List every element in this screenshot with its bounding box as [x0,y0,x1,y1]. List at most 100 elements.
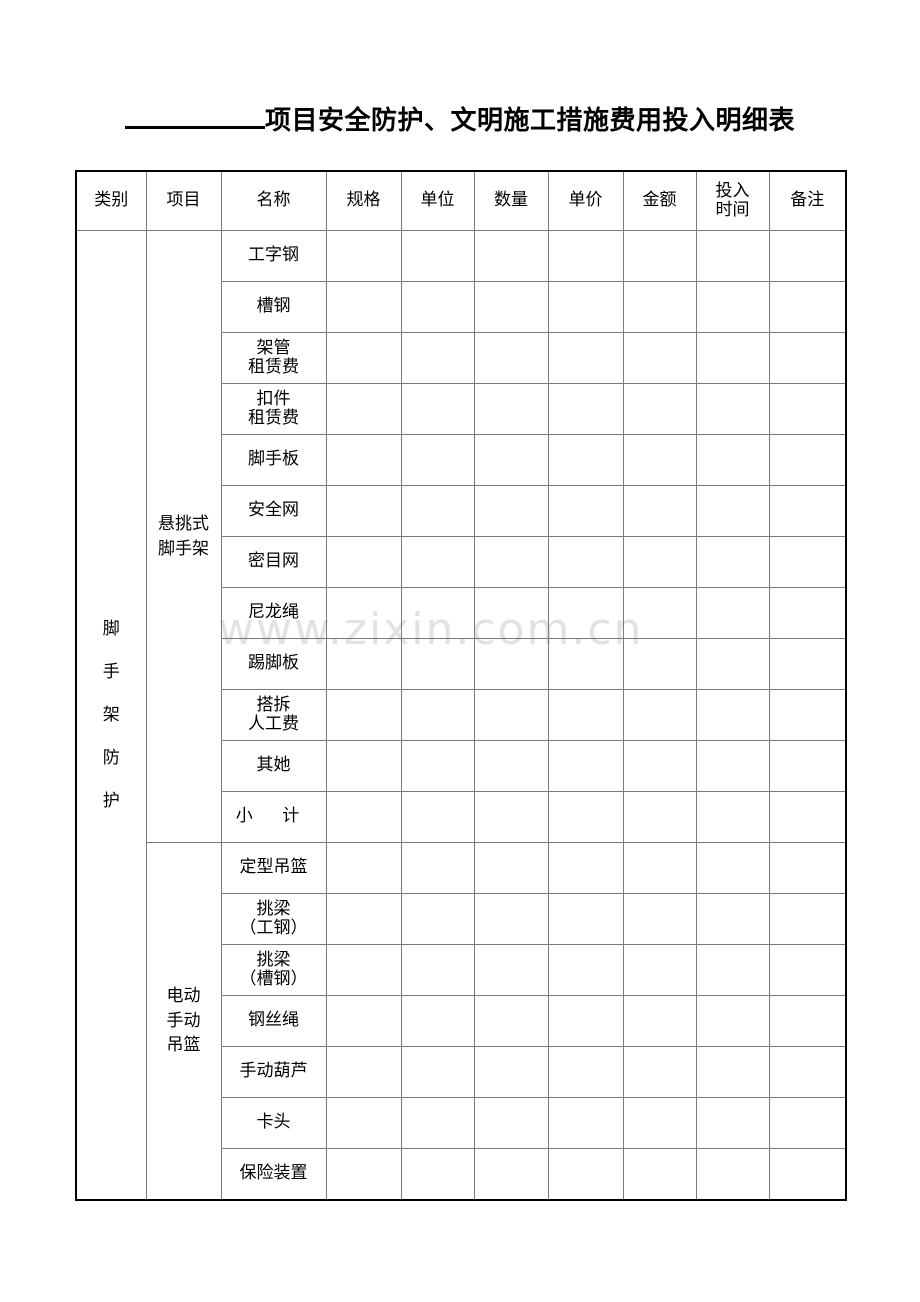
spec-cell[interactable] [325,230,402,282]
spec-cell[interactable] [325,842,402,894]
unit-cell[interactable] [400,332,475,384]
spec-cell[interactable] [325,638,402,690]
spec-cell[interactable] [325,281,402,333]
quantity-cell[interactable] [473,689,549,741]
remark-cell[interactable] [768,485,847,537]
input-time-cell[interactable] [695,434,770,486]
amount-cell[interactable] [622,587,697,639]
input-time-cell[interactable] [695,995,770,1047]
unit-cell[interactable] [400,995,475,1047]
amount-cell[interactable] [622,1148,697,1201]
amount-cell[interactable] [622,1097,697,1149]
amount-cell[interactable] [622,893,697,945]
unit-cell[interactable] [400,740,475,792]
spec-cell[interactable] [325,1097,402,1149]
unit-cell[interactable] [400,230,475,282]
input-time-cell[interactable] [695,230,770,282]
input-time-cell[interactable] [695,893,770,945]
input-time-cell[interactable] [695,842,770,894]
amount-cell[interactable] [622,995,697,1047]
amount-cell[interactable] [622,332,697,384]
unit-cell[interactable] [400,842,475,894]
quantity-cell[interactable] [473,638,549,690]
input-time-cell[interactable] [695,791,770,843]
amount-cell[interactable] [622,230,697,282]
input-time-cell[interactable] [695,485,770,537]
quantity-cell[interactable] [473,485,549,537]
input-time-cell[interactable] [695,587,770,639]
remark-cell[interactable] [768,230,847,282]
spec-cell[interactable] [325,383,402,435]
unit-cell[interactable] [400,1148,475,1201]
spec-cell[interactable] [325,587,402,639]
input-time-cell[interactable] [695,944,770,996]
quantity-cell[interactable] [473,995,549,1047]
spec-cell[interactable] [325,332,402,384]
unit-price-cell[interactable] [547,1097,624,1149]
remark-cell[interactable] [768,791,847,843]
unit-cell[interactable] [400,434,475,486]
input-time-cell[interactable] [695,740,770,792]
input-time-cell[interactable] [695,1148,770,1201]
spec-cell[interactable] [325,1046,402,1098]
quantity-cell[interactable] [473,1097,549,1149]
unit-price-cell[interactable] [547,740,624,792]
input-time-cell[interactable] [695,383,770,435]
quantity-cell[interactable] [473,944,549,996]
quantity-cell[interactable] [473,434,549,486]
unit-price-cell[interactable] [547,1046,624,1098]
unit-cell[interactable] [400,587,475,639]
unit-price-cell[interactable] [547,791,624,843]
unit-price-cell[interactable] [547,995,624,1047]
unit-price-cell[interactable] [547,1148,624,1201]
quantity-cell[interactable] [473,332,549,384]
quantity-cell[interactable] [473,740,549,792]
unit-price-cell[interactable] [547,332,624,384]
remark-cell[interactable] [768,1097,847,1149]
input-time-cell[interactable] [695,536,770,588]
amount-cell[interactable] [622,842,697,894]
amount-cell[interactable] [622,791,697,843]
unit-cell[interactable] [400,536,475,588]
quantity-cell[interactable] [473,1148,549,1201]
unit-price-cell[interactable] [547,893,624,945]
unit-cell[interactable] [400,638,475,690]
remark-cell[interactable] [768,1046,847,1098]
unit-price-cell[interactable] [547,638,624,690]
input-time-cell[interactable] [695,1046,770,1098]
remark-cell[interactable] [768,536,847,588]
remark-cell[interactable] [768,740,847,792]
quantity-cell[interactable] [473,383,549,435]
quantity-cell[interactable] [473,791,549,843]
unit-price-cell[interactable] [547,689,624,741]
unit-price-cell[interactable] [547,944,624,996]
spec-cell[interactable] [325,689,402,741]
unit-price-cell[interactable] [547,842,624,894]
unit-cell[interactable] [400,281,475,333]
amount-cell[interactable] [622,740,697,792]
amount-cell[interactable] [622,689,697,741]
unit-cell[interactable] [400,485,475,537]
remark-cell[interactable] [768,842,847,894]
remark-cell[interactable] [768,383,847,435]
quantity-cell[interactable] [473,587,549,639]
remark-cell[interactable] [768,281,847,333]
amount-cell[interactable] [622,638,697,690]
spec-cell[interactable] [325,791,402,843]
unit-cell[interactable] [400,383,475,435]
remark-cell[interactable] [768,587,847,639]
spec-cell[interactable] [325,434,402,486]
unit-cell[interactable] [400,689,475,741]
remark-cell[interactable] [768,995,847,1047]
remark-cell[interactable] [768,1148,847,1201]
spec-cell[interactable] [325,740,402,792]
quantity-cell[interactable] [473,230,549,282]
quantity-cell[interactable] [473,281,549,333]
remark-cell[interactable] [768,893,847,945]
unit-price-cell[interactable] [547,434,624,486]
amount-cell[interactable] [622,485,697,537]
quantity-cell[interactable] [473,536,549,588]
unit-cell[interactable] [400,1046,475,1098]
spec-cell[interactable] [325,1148,402,1201]
unit-price-cell[interactable] [547,587,624,639]
